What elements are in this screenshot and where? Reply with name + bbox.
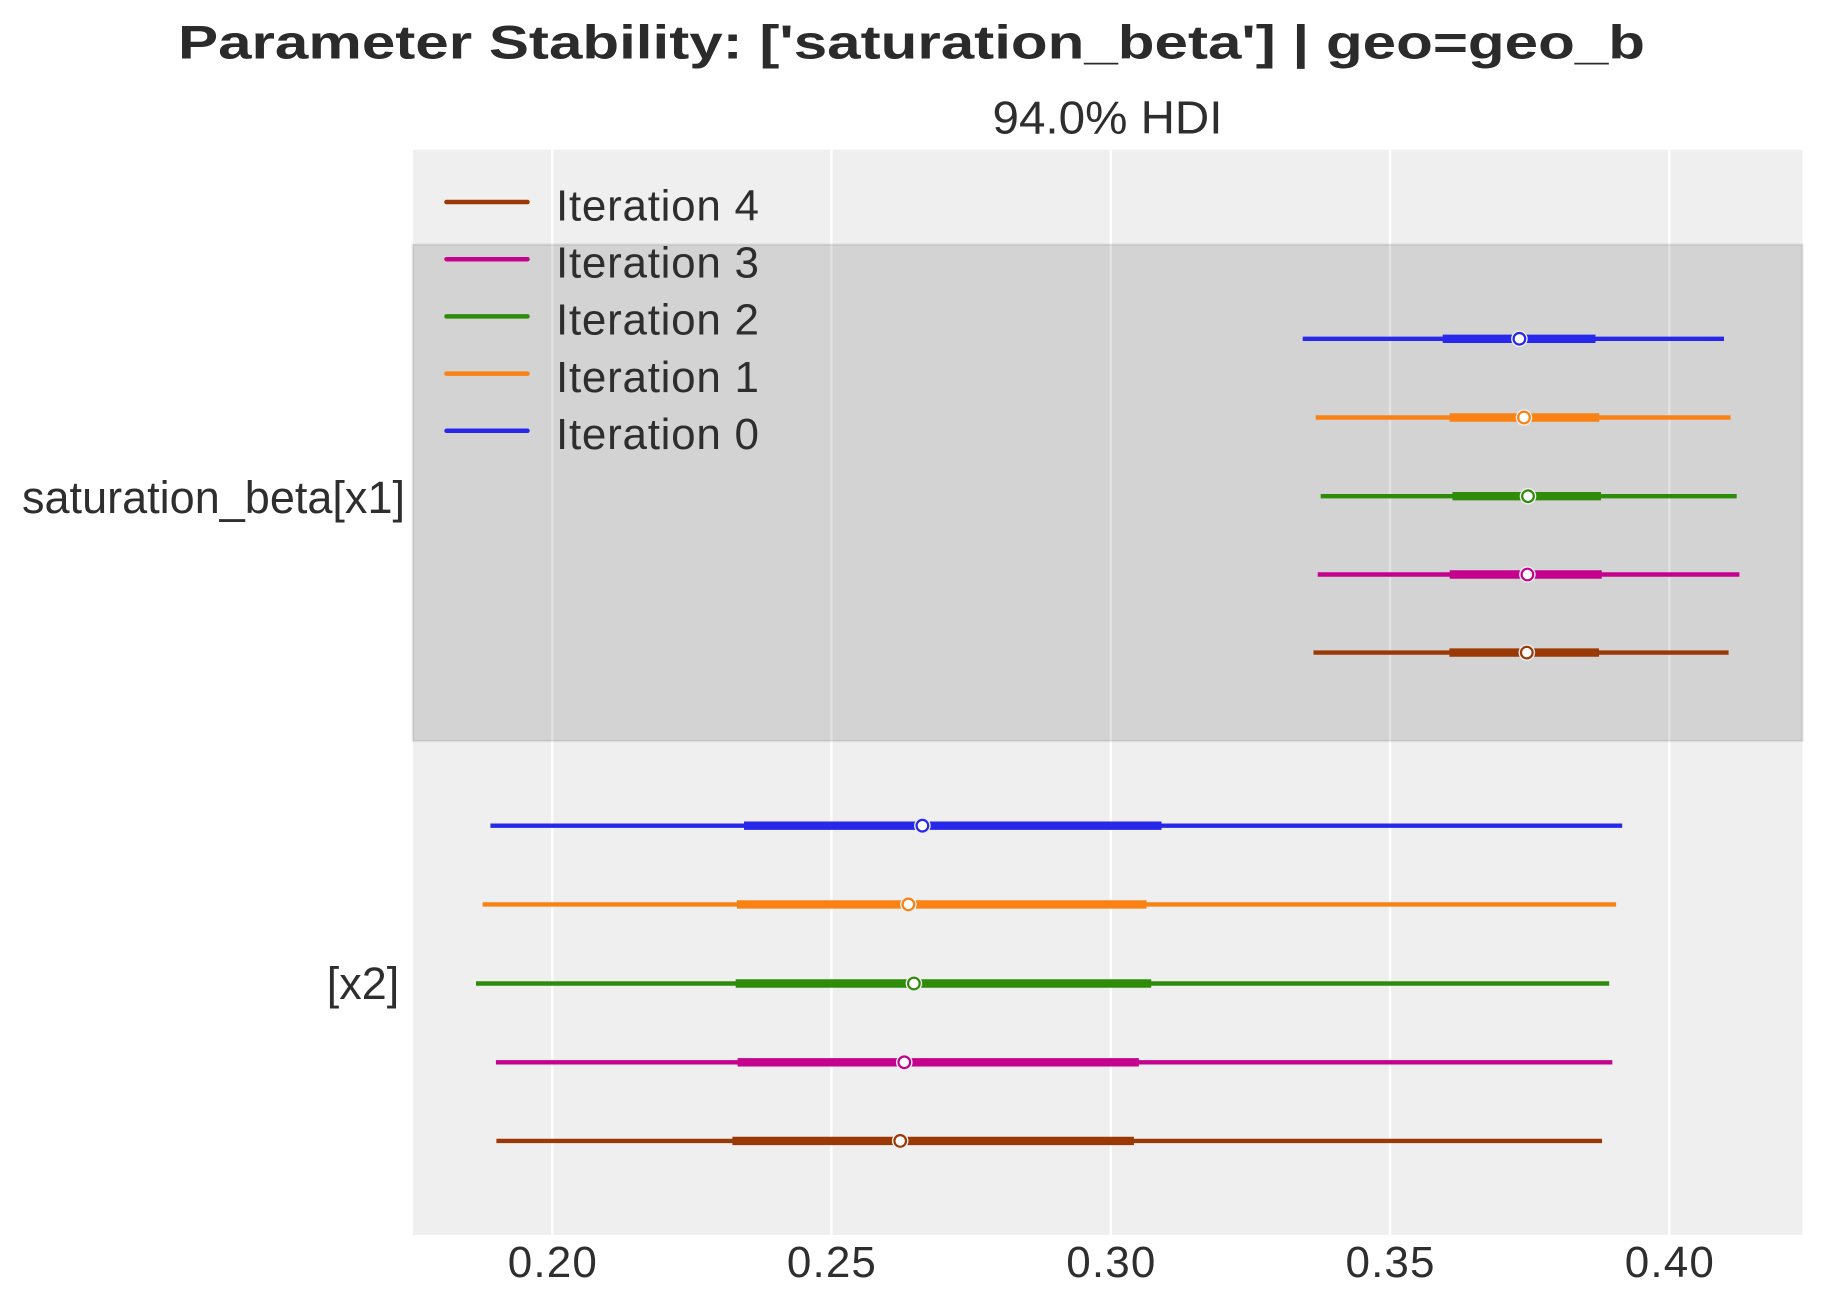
svg-text:[x2]: [x2]	[327, 958, 399, 1009]
svg-text:0.30: 0.30	[1066, 1238, 1155, 1287]
svg-text:Iteration 2: Iteration 2	[556, 296, 759, 345]
svg-text:0.40: 0.40	[1625, 1238, 1714, 1287]
svg-text:0.35: 0.35	[1346, 1238, 1435, 1287]
svg-text:94.0% HDI: 94.0% HDI	[993, 91, 1223, 143]
svg-text:Iteration 3: Iteration 3	[556, 239, 759, 288]
svg-text:Iteration 4: Iteration 4	[556, 181, 759, 230]
svg-text:0.20: 0.20	[508, 1238, 597, 1287]
svg-text:Iteration 1: Iteration 1	[556, 353, 759, 402]
svg-text:Iteration 0: Iteration 0	[556, 410, 759, 459]
svg-text:Parameter Stability: ['saturat: Parameter Stability: ['saturation_beta']…	[178, 16, 1645, 69]
svg-text:saturation_beta[x1]: saturation_beta[x1]	[22, 472, 405, 523]
svg-text:0.25: 0.25	[787, 1238, 876, 1287]
